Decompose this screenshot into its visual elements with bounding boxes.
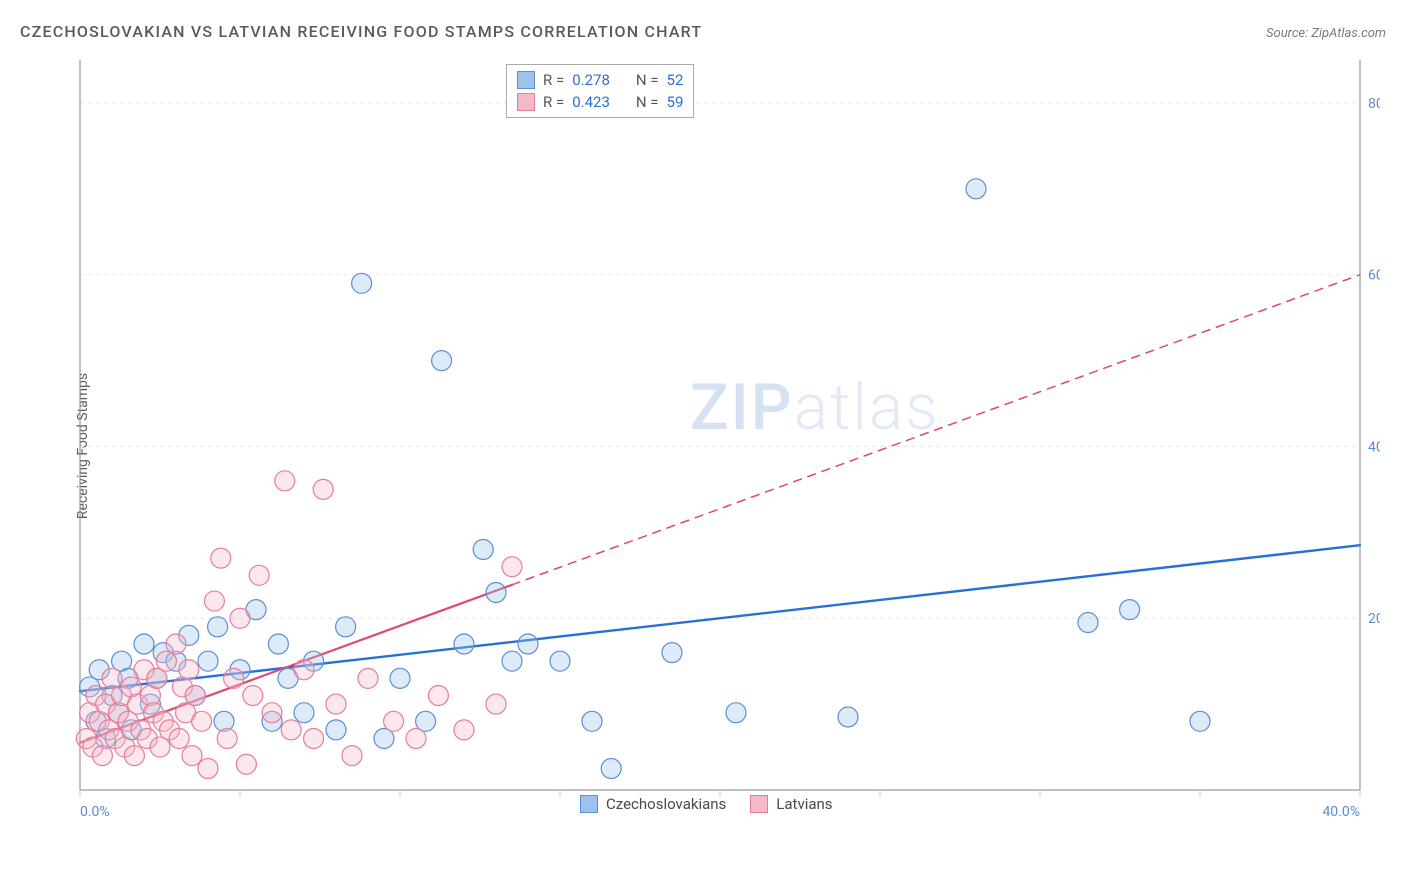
chart-area: 20.0%40.0%60.0%80.0%0.0%40.0% ZIPatlas R… xyxy=(50,60,1380,810)
stats-row-series-a: R = 0.278 N = 52 xyxy=(517,69,683,91)
stat-r-value-b: 0.423 xyxy=(572,93,610,111)
swatch-series-a xyxy=(517,71,535,89)
svg-text:80.0%: 80.0% xyxy=(1368,96,1380,112)
svg-text:0.0%: 0.0% xyxy=(80,804,110,820)
stat-r-label-b: R = xyxy=(543,93,564,111)
legend-swatch-a xyxy=(580,795,598,813)
legend-item-a: Czechoslovakians xyxy=(580,795,726,813)
scatter-plot-svg: 20.0% 40.0% 60.0% 80.0% 0.0% 40.0% xyxy=(50,60,1380,830)
legend-label-a: Czechoslovakians xyxy=(606,795,726,813)
svg-text:20.0%: 20.0% xyxy=(1368,611,1380,627)
series-legend: Czechoslovakians Latvians xyxy=(580,795,833,813)
swatch-series-b xyxy=(517,93,535,111)
stats-row-series-b: R = 0.423 N = 59 xyxy=(517,91,683,113)
legend-swatch-b xyxy=(750,795,768,813)
stat-n-label-b: N = xyxy=(636,93,659,111)
stat-r-value-a: 0.278 xyxy=(572,71,610,89)
correlation-stats-box: R = 0.278 N = 52 R = 0.423 N = 59 xyxy=(506,64,694,118)
legend-label-b: Latvians xyxy=(776,795,832,813)
stat-n-value-a: 52 xyxy=(667,71,684,89)
stat-r-label-a: R = xyxy=(543,71,564,89)
source-label: Source: ZipAtlas.com xyxy=(1266,26,1386,41)
svg-text:40.0%: 40.0% xyxy=(1368,439,1380,455)
stat-n-value-b: 59 xyxy=(667,93,684,111)
svg-text:60.0%: 60.0% xyxy=(1368,268,1380,284)
chart-title: CZECHOSLOVAKIAN VS LATVIAN RECEIVING FOO… xyxy=(20,22,702,41)
legend-item-b: Latvians xyxy=(750,795,832,813)
stat-n-label-a: N = xyxy=(636,71,659,89)
svg-text:40.0%: 40.0% xyxy=(1322,804,1360,820)
